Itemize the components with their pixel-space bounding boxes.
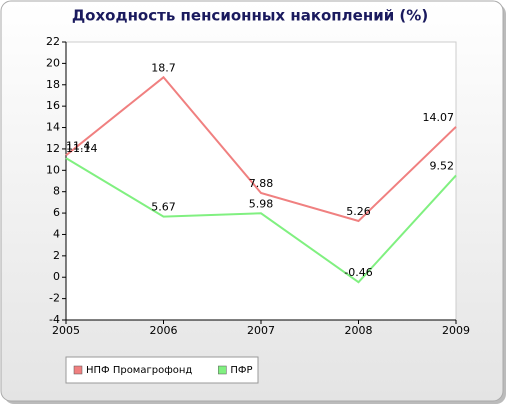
data-label: 5.98 <box>249 197 274 210</box>
data-label: -0.46 <box>344 266 372 279</box>
legend-swatch <box>73 365 83 375</box>
y-tick-label: 12 <box>46 142 60 155</box>
chart-title: Доходность пенсионных накоплений (%) <box>72 7 428 25</box>
y-tick-label: -4 <box>49 313 60 326</box>
x-tick-label: 2009 <box>442 324 470 337</box>
data-label: 7.88 <box>249 177 274 190</box>
data-label: 18.7 <box>151 61 176 74</box>
data-label: 9.52 <box>430 159 455 172</box>
x-tick-label: 2007 <box>247 324 275 337</box>
series-line <box>65 75 457 223</box>
y-tick-label: 20 <box>46 56 60 69</box>
data-label: 5.26 <box>346 205 371 218</box>
plot-area <box>65 41 457 321</box>
data-label: 11.4 <box>66 139 91 152</box>
y-tick-label: 14 <box>46 121 60 134</box>
y-tick-label: 0 <box>53 270 60 283</box>
data-label: 11.14 <box>66 142 98 155</box>
y-tick-label: 18 <box>46 78 60 91</box>
y-tick-label: 16 <box>46 99 60 112</box>
x-tick-label: 2008 <box>345 324 373 337</box>
data-label: 14.07 <box>423 111 455 124</box>
x-tick-label: 2006 <box>150 324 178 337</box>
x-tick-label: 2005 <box>52 324 80 337</box>
y-tick-label: 22 <box>46 35 60 48</box>
y-tick-label: 8 <box>53 185 60 198</box>
data-label: 5.67 <box>151 201 176 214</box>
y-tick-label: -2 <box>49 292 60 305</box>
y-tick-label: 4 <box>53 227 60 240</box>
legend-label: ПФР <box>230 365 252 376</box>
series-line <box>65 157 457 284</box>
y-tick-label: 6 <box>53 206 60 219</box>
y-tick-label: 10 <box>46 163 60 176</box>
y-tick-label: 2 <box>53 249 60 262</box>
legend-swatch <box>218 365 227 375</box>
legend-label: НПФ Промагрофонд <box>86 365 192 376</box>
